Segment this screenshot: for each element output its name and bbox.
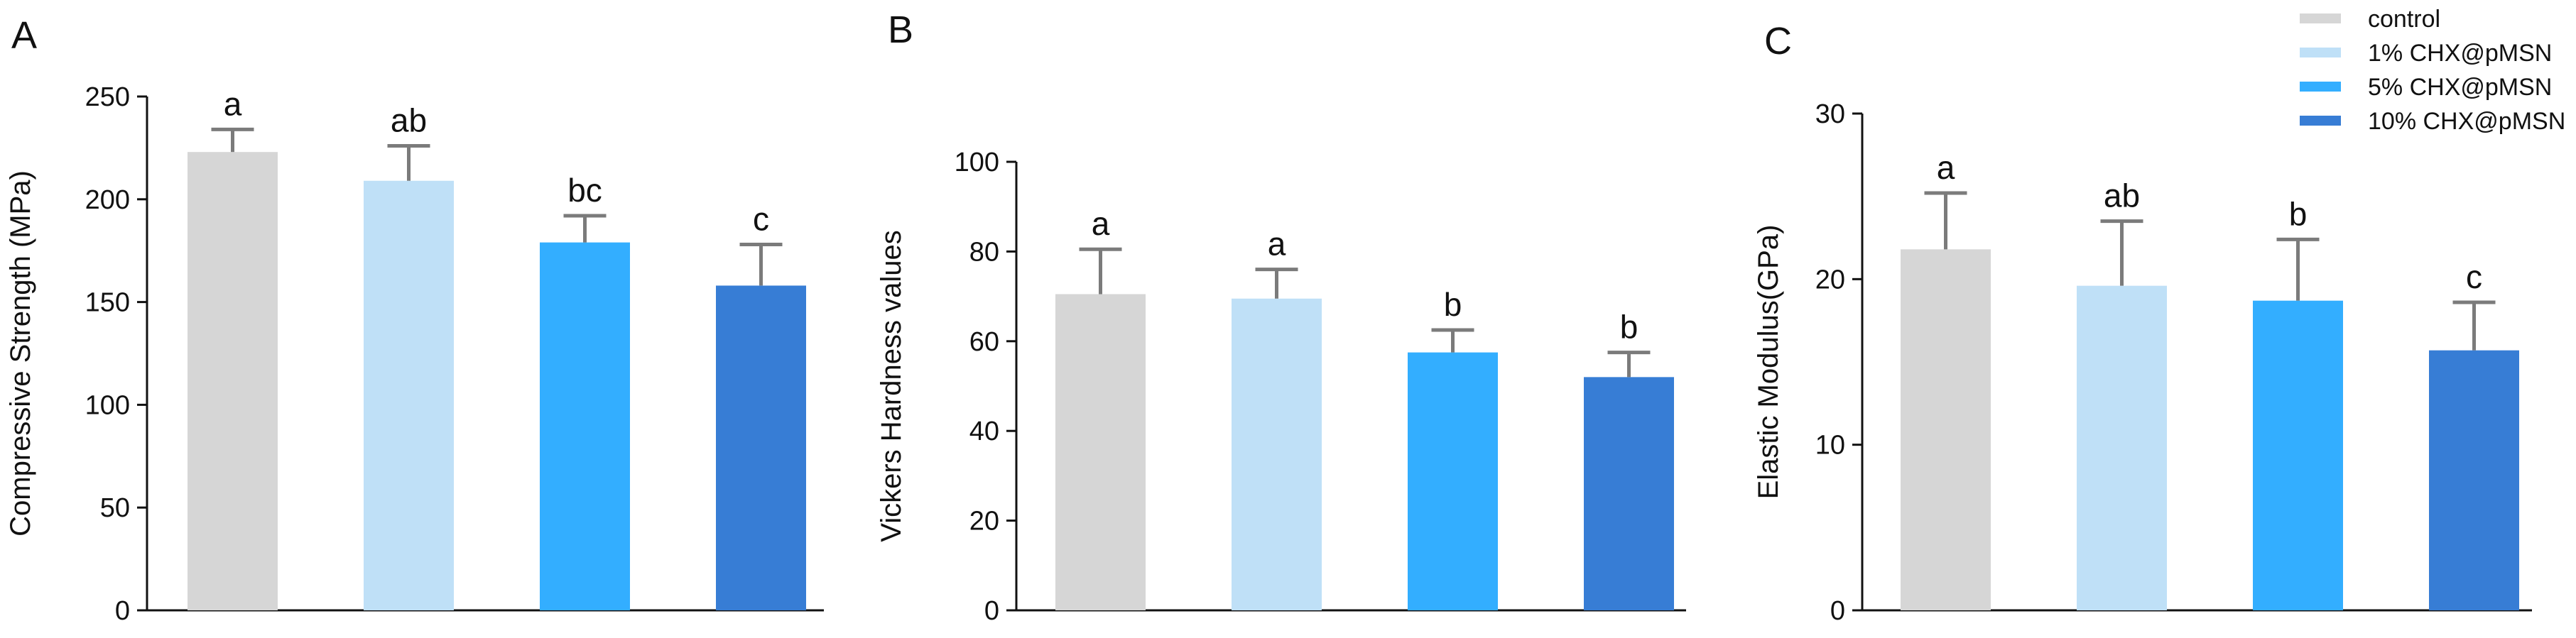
significance-label: a [224,85,242,122]
y-axis-label: Compressive Strength (MPa) [5,170,36,537]
bar [1408,352,1498,610]
y-tick-label: 30 [1815,99,1845,129]
bar [2077,285,2167,610]
y-tick-label: 50 [100,493,130,523]
y-axis-label: Elastic Modulus(GPa) [1753,225,1784,500]
legend-label: 5% CHX@pMSN [2368,74,2552,101]
significance-label: b [1444,286,1462,323]
y-tick-label: 150 [85,288,130,318]
y-tick-label: 0 [984,596,999,626]
significance-label: ab [2104,177,2140,214]
y-tick-label: 20 [1815,265,1845,295]
y-axis-label: Vickers Hardness values [876,230,907,541]
panel-label: C [1764,20,1792,62]
panel-c: C 0 10 20 30 Elastic Modulus(GPa) a ab b c [1753,20,2532,626]
bar [1232,298,1322,610]
bar [2429,350,2519,610]
significance-label: bc [567,172,602,209]
panel-a: A 0 50 100 150 200 250 Compressive Strength (MP… [5,14,824,626]
bar [1901,249,1991,610]
bar [1584,377,1674,610]
panel-b: B 0 20 40 60 80 100 Vickers Hardness values a a b b [876,9,1686,626]
y-tick-label: 20 [969,507,999,537]
legend-label: control [2368,6,2440,33]
y-tick-label: 10 [1815,431,1845,461]
significance-label: a [1092,205,1110,242]
y-tick-label: 250 [85,82,130,112]
legend-swatch [2300,116,2341,126]
bar [540,242,630,611]
y-tick-label: 40 [969,417,999,446]
bar [1055,294,1146,610]
significance-label: c [2466,258,2482,295]
y-tick-label: 60 [969,327,999,357]
bar [188,152,278,610]
significance-label: ab [391,102,427,139]
legend: control 1% CHX@pMSN 5% CHX@pMSN 10% CHX@pMS… [2300,6,2565,135]
bar [364,180,454,611]
legend-label: 1% CHX@pMSN [2368,40,2552,67]
legend-swatch [2300,48,2341,57]
panel-label: B [888,9,913,51]
y-tick-label: 100 [85,390,130,420]
y-tick-label: 80 [969,237,999,267]
significance-label: c [753,201,769,238]
legend-swatch [2300,82,2341,92]
significance-label: a [1268,226,1286,263]
bar [2253,300,2343,610]
legend-swatch [2300,13,2341,23]
panel-label: A [11,14,37,57]
significance-label: a [1937,149,1955,186]
y-tick-label: 0 [1830,596,1845,626]
significance-label: b [2289,195,2308,232]
y-tick-label: 200 [85,185,130,215]
bar [716,285,806,610]
legend-label: 10% CHX@pMSN [2368,108,2565,135]
y-tick-label: 0 [115,596,130,626]
y-tick-label: 100 [955,148,999,177]
significance-label: b [1620,309,1638,346]
